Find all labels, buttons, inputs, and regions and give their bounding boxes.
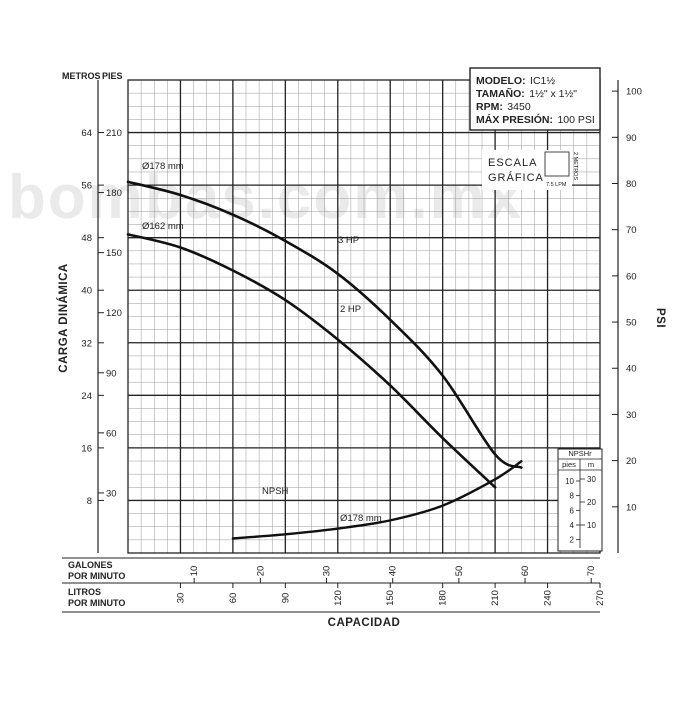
curve-npsh: [231, 460, 523, 540]
series-label-178mm: Ø178 mm: [142, 161, 184, 172]
rpm-label: RPM:: [476, 101, 503, 113]
psi-tick-label: 20: [626, 456, 637, 467]
pies-tick-label: 60: [106, 428, 117, 439]
curve-label-2hp: 2 HP: [340, 304, 361, 315]
escala-scale-square: [544, 151, 570, 177]
series-label-162mm: Ø162 mm: [142, 221, 184, 232]
npsh-m-tick-label: 20: [587, 498, 596, 507]
pies-tick-label: 120: [106, 308, 122, 319]
pies-tick-label: 90: [106, 368, 117, 379]
svg-text:TAMAÑO: 1½" x 1½": TAMAÑO: 1½" x 1½": [476, 84, 577, 101]
psi-tick-label: 80: [626, 179, 637, 190]
metros-axis-label: METROS: [62, 71, 101, 81]
gpm-tick-label: 70: [586, 566, 597, 577]
npsh-pies-tick-label: 6: [570, 506, 575, 515]
npsh-m-tick-label: 30: [587, 475, 596, 484]
lpm-tick-label: 60: [228, 593, 239, 604]
npsh-m-label: m: [588, 460, 594, 469]
npsh-pies-label: pies: [562, 460, 576, 469]
gpm-tick-label: 10: [189, 566, 200, 577]
metros-tick-label: 56: [81, 181, 92, 192]
presion-value: 100 PSI: [557, 114, 594, 126]
psi-tick-label: 50: [626, 318, 637, 329]
lpm-tick-label: 30: [175, 593, 186, 604]
pies-tick-label: 150: [106, 248, 122, 259]
metros-tick-label: 24: [81, 391, 92, 402]
npsh-scale-title: NPSHr: [568, 449, 592, 458]
tamano-label: TAMAÑO:: [476, 87, 525, 100]
npsh-m-tick-label: 10: [587, 521, 596, 530]
npsh-pies-tick-label: 8: [570, 492, 575, 501]
curve-3hp-178mm: [126, 180, 523, 469]
escala-title-line2: GRÁFICA: [488, 171, 544, 184]
escala-title-line1: ESCALA: [488, 157, 537, 169]
metros-tick-label: 48: [81, 233, 92, 244]
lpm-tick-label: 180: [438, 590, 449, 606]
gpm-label-line1: GALONES: [68, 560, 113, 570]
curve-2hp-162mm: [126, 233, 497, 489]
gpm-tick-label: 50: [454, 566, 465, 577]
metros-tick-label: 64: [81, 128, 92, 139]
curve-label-npsh: NPSH: [262, 486, 289, 497]
escala-grafica-box: ESCALA GRÁFICA 7.5 LPM 2 METROS: [482, 150, 578, 190]
curves: Ø178 mm Ø162 mm 3 HP 2 HP NPSH Ø178 mm: [126, 161, 523, 540]
x-axis-title: CAPACIDAD: [328, 617, 401, 629]
presion-label: MÁX PRESIÓN:: [476, 113, 553, 126]
lpm-label-line2: POR MINUTO: [68, 598, 125, 608]
psi-tick-label: 60: [626, 271, 637, 282]
lpm-tick-label: 270: [595, 590, 606, 606]
lpm-tick-label: 240: [543, 590, 554, 606]
pies-tick-label: 210: [106, 128, 122, 139]
modelo-label: MODELO:: [476, 75, 526, 87]
gpm-label-line2: POR MINUTO: [68, 571, 125, 581]
svg-text:MODELO: IC1½: MODELO: IC1½: [476, 71, 555, 88]
metros-tick-label: 8: [87, 496, 92, 507]
series-label-npsh-178mm: Ø178 mm: [340, 513, 382, 524]
svg-text:RPM: 3450: RPM: 3450: [476, 97, 531, 114]
pies-axis-label: PIES: [102, 71, 123, 81]
psi-tick-label: 30: [626, 410, 637, 421]
pies-tick-label: 180: [106, 188, 122, 199]
escala-x-unit: 7.5 LPM: [546, 182, 567, 188]
watermark: bombas.com.mx: [8, 163, 523, 232]
psi-tick-label: 90: [626, 133, 637, 144]
escala-y-unit: 2 METROS: [572, 152, 578, 180]
psi-axis-title: PSI: [654, 308, 666, 328]
npsh-pies-tick-label: 4: [570, 521, 575, 530]
metros-tick-label: 32: [81, 338, 92, 349]
gpm-tick-label: 20: [255, 566, 266, 577]
lpm-tick-label: 90: [280, 593, 291, 604]
npsh-pies-tick-label: 2: [570, 536, 575, 545]
metros-tick-label: 16: [81, 443, 92, 454]
y-axis-title: CARGA DINÁMICA: [57, 263, 70, 372]
npsh-pies-tick-label: 10: [565, 477, 574, 486]
axes: 8162432404856643060901201501802101020304…: [62, 80, 642, 613]
lpm-tick-label: 150: [385, 590, 396, 606]
tamano-value: 1½" x 1½": [529, 88, 577, 100]
gpm-tick-label: 40: [388, 566, 399, 577]
metros-tick-label: 40: [81, 286, 92, 297]
gpm-tick-label: 30: [322, 566, 333, 577]
pies-tick-label: 30: [106, 488, 117, 499]
modelo-value: IC1½: [530, 75, 555, 87]
psi-tick-label: 100: [626, 87, 642, 98]
psi-tick-label: 40: [626, 364, 637, 375]
model-info-box: MODELO: IC1½ TAMAÑO: 1½" x 1½" RPM: 3450…: [469, 67, 601, 131]
curve-label-3hp: 3 HP: [338, 235, 359, 246]
gpm-tick-label: 60: [520, 566, 531, 577]
svg-text:MÁX PRESIÓN: 100 PSI: MÁX PRESIÓN: 100 PSI: [476, 110, 595, 127]
lpm-tick-label: 210: [490, 590, 501, 606]
psi-tick-label: 10: [626, 502, 637, 513]
lpm-label-line1: LITROS: [68, 587, 101, 597]
npsh-scale-ticks: 2 4 6 8 10 10 20 30: [565, 475, 596, 545]
rpm-value: 3450: [507, 101, 531, 113]
npsh-scale-box: NPSHr pies m 2 4 6 8 10 10 20 30: [557, 448, 603, 552]
psi-tick-label: 70: [626, 225, 637, 236]
plot-border: [127, 79, 601, 554]
lpm-tick-label: 120: [333, 590, 344, 606]
